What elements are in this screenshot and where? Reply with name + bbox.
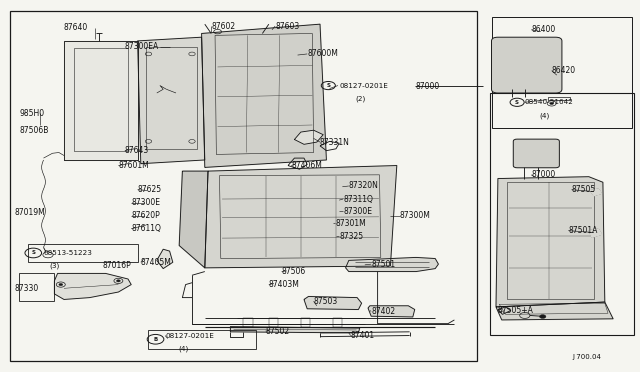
Text: 87602: 87602 [211,22,236,31]
Polygon shape [294,130,323,144]
Polygon shape [589,229,602,237]
Text: 87502: 87502 [266,327,290,336]
Polygon shape [64,41,138,160]
Text: 08540-51642: 08540-51642 [525,99,573,105]
Text: 87501A: 87501A [568,226,598,235]
Text: 87601M: 87601M [118,161,149,170]
Text: 87311Q: 87311Q [343,195,373,203]
Polygon shape [496,177,605,307]
Polygon shape [346,257,438,272]
Polygon shape [304,296,362,310]
Text: 87506: 87506 [282,267,306,276]
Polygon shape [157,249,173,269]
Text: 87330: 87330 [14,284,38,293]
Text: 87406M: 87406M [291,161,322,170]
FancyBboxPatch shape [492,37,562,93]
Text: 87402: 87402 [371,307,396,316]
Text: 87405M: 87405M [141,258,172,267]
Text: S: S [515,100,519,105]
FancyBboxPatch shape [513,139,559,168]
Polygon shape [590,189,602,196]
Bar [148,330,256,349]
Text: S: S [326,83,330,88]
Polygon shape [496,302,613,320]
Text: 08513-51223: 08513-51223 [44,250,92,256]
Text: J 700.04: J 700.04 [573,354,602,360]
Text: 87506B: 87506B [19,126,49,135]
Polygon shape [179,171,208,268]
Bar [492,17,632,128]
Text: S: S [31,250,35,256]
Circle shape [116,280,120,282]
Text: 87016P: 87016P [102,262,131,270]
Text: 87320N: 87320N [349,182,379,190]
Bar [19,273,54,301]
Text: 87620P: 87620P [131,211,160,220]
Text: 86420: 86420 [552,66,576,75]
Circle shape [59,283,63,286]
Text: 08127-0201E: 08127-0201E [165,333,214,339]
Text: 87503: 87503 [314,297,338,306]
Text: 87640: 87640 [64,23,88,32]
Text: 87325: 87325 [339,232,364,241]
Text: (3): (3) [49,263,60,269]
Text: 87300E: 87300E [343,207,372,216]
Text: 87643: 87643 [125,146,149,155]
Text: 87625: 87625 [138,185,162,194]
Text: 87600M: 87600M [307,49,338,58]
Text: B: B [154,337,157,342]
Text: 08127-0201E: 08127-0201E [339,83,388,89]
Text: 87000: 87000 [531,170,556,179]
Bar [490,93,634,335]
Text: 87603: 87603 [275,22,300,31]
Text: 87000: 87000 [416,82,440,91]
Text: 86400: 86400 [531,25,556,34]
Text: 87611Q: 87611Q [131,224,161,233]
Text: 87301M: 87301M [335,219,366,228]
Polygon shape [368,306,415,317]
Text: 87331N: 87331N [320,138,350,147]
Text: 87403M: 87403M [269,280,300,289]
Text: 87300M: 87300M [400,211,431,220]
Text: (2): (2) [356,95,366,102]
Text: (4): (4) [540,112,550,119]
Text: 87505+A: 87505+A [498,306,534,315]
Circle shape [550,102,554,105]
Polygon shape [138,37,205,164]
Bar [10,11,477,361]
Text: 87300E: 87300E [131,198,160,207]
Text: 87019M: 87019M [14,208,45,217]
Text: 87505: 87505 [572,185,596,194]
Bar [28,244,138,262]
Text: 985H0: 985H0 [19,109,44,118]
Polygon shape [230,327,360,333]
Polygon shape [205,166,397,268]
Text: 87501: 87501 [371,260,396,269]
Circle shape [540,315,546,318]
Polygon shape [54,273,131,299]
Text: 87401: 87401 [351,331,375,340]
Text: (4): (4) [178,345,188,352]
Text: 87300EA: 87300EA [125,42,159,51]
Polygon shape [202,24,326,167]
